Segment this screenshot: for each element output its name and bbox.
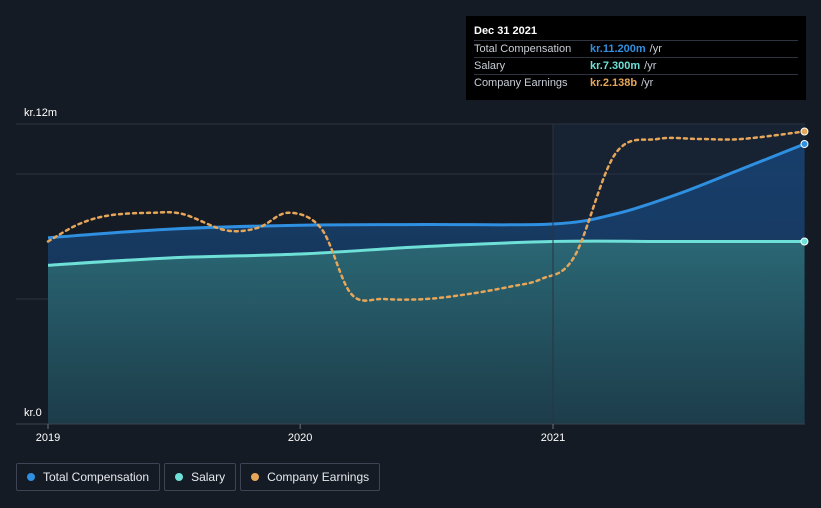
series-lines — [46, 130, 806, 302]
x-tick-label: 2021 — [541, 432, 565, 444]
tooltip-label: Company Earnings — [474, 77, 568, 89]
salary-marker — [800, 237, 809, 246]
total-compensation-marker — [800, 140, 809, 148]
tooltip-row-total-compensation: Total Compensation kr.11.200m /yr — [474, 40, 798, 57]
salary-area — [48, 241, 805, 424]
legend-label: Company Earnings — [267, 470, 370, 484]
legend-item-company-earnings[interactable]: Company Earnings — [240, 463, 381, 491]
tooltip-unit: /yr — [649, 43, 662, 55]
company-earnings-line — [46, 130, 806, 302]
tooltip: Dec 31 2021 Total Compensation kr.11.200… — [466, 16, 806, 100]
tooltip-row-salary: Salary kr.7.300m /yr — [474, 57, 798, 74]
legend-item-total-compensation[interactable]: Total Compensation — [16, 463, 161, 491]
legend-dot-icon — [27, 473, 35, 481]
tooltip-unit: /yr — [644, 60, 657, 72]
tooltip-row-company-earnings: Company Earnings kr.2.138b /yr — [474, 74, 798, 91]
tooltip-value: kr.2.138b — [590, 77, 638, 89]
tooltip-value: kr.7.300m — [590, 60, 641, 72]
tooltip-label: Salary — [474, 60, 506, 72]
company-earnings-marker — [800, 127, 809, 136]
series-markers — [800, 127, 809, 246]
legend-item-salary[interactable]: Salary — [164, 463, 237, 491]
salary-line — [47, 239, 805, 267]
tooltip-value: kr.11.200m — [590, 43, 646, 55]
x-tick-label: 2019 — [36, 432, 60, 444]
y-tick-label: kr.0 — [24, 407, 42, 419]
y-axis: kr.0 kr.12m — [24, 107, 57, 419]
tooltip-unit: /yr — [641, 77, 654, 89]
legend-dot-icon — [251, 473, 260, 481]
tooltip-label: Total Compensation — [474, 43, 572, 55]
x-tick-label: 2020 — [288, 432, 312, 444]
legend-label: Total Compensation — [43, 470, 150, 484]
x-axis: 2019 2020 2021 — [16, 423, 805, 444]
legend-dot-icon — [175, 473, 184, 481]
legend-label: Salary — [191, 470, 226, 484]
y-tick-label: kr.12m — [24, 107, 57, 119]
legend: Total Compensation Salary Company Earnin… — [16, 463, 381, 491]
total-compensation-line — [47, 142, 806, 240]
tooltip-date: Dec 31 2021 — [474, 25, 537, 37]
